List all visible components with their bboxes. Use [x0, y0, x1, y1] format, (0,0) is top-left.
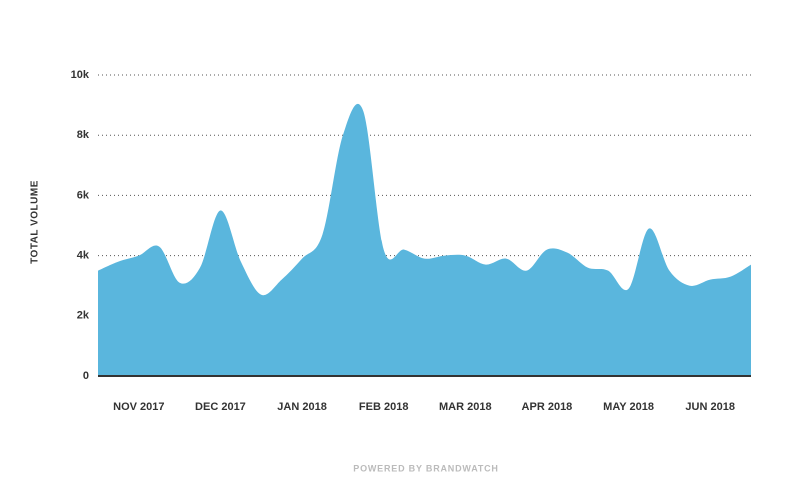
x-tick-label: JAN 2018 — [277, 401, 327, 413]
y-axis-title: TOTAL VOLUME — [30, 180, 41, 264]
y-tick-label: 0 — [83, 370, 89, 382]
x-tick-label: MAY 2018 — [603, 401, 654, 413]
y-tick-label: 4k — [77, 250, 90, 262]
x-tick-label: JUN 2018 — [685, 401, 735, 413]
x-tick-label: NOV 2017 — [113, 401, 164, 413]
y-tick-label: 8k — [77, 129, 90, 141]
footer: POWERED BY BRANDWATCH — [353, 463, 498, 473]
x-tick-label: MAR 2018 — [439, 401, 492, 413]
y-tick-label: 6k — [77, 189, 90, 201]
x-tick-label: FEB 2018 — [359, 401, 409, 413]
x-tick-label: DEC 2017 — [195, 401, 246, 413]
y-tick-label: 10k — [71, 69, 90, 81]
y-tick-label: 2k — [77, 310, 90, 322]
x-tick-label: APR 2018 — [522, 401, 573, 413]
area — [98, 103, 751, 377]
